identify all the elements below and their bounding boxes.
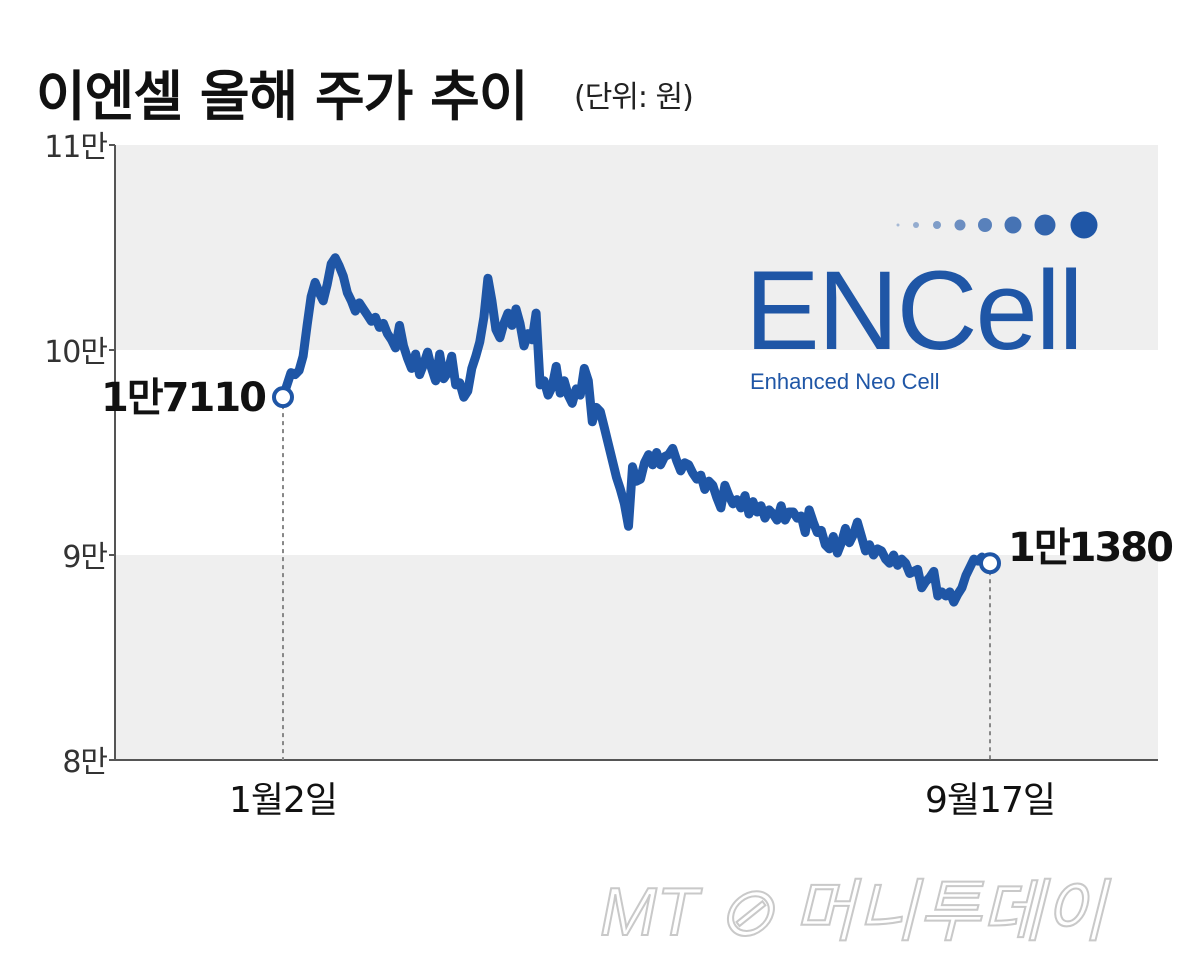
logo-dot [1034, 214, 1056, 236]
logo-dot [913, 222, 919, 228]
y-tick-label: 10만 [44, 335, 107, 370]
logo-dot [978, 218, 992, 232]
logo-dot [933, 221, 941, 229]
band-0 [115, 555, 1158, 760]
logo-tagline: Enhanced Neo Cell [750, 369, 940, 394]
end-markers: 1만7110 1만1380 [101, 375, 1174, 575]
encell-logo: ENCell Enhanced Neo Cell [745, 211, 1098, 394]
end-point [979, 552, 1001, 575]
start-value-label: 1만7110 [101, 375, 265, 421]
y-tick-label: 11만 [44, 130, 107, 165]
unit-label: (단위: 원) [574, 80, 694, 115]
logo-dot [1070, 211, 1098, 239]
watermark: MT ⊘ 머니투데이 [600, 874, 1111, 950]
x-axis: 1월2일 9월17일 [115, 759, 1158, 821]
guide-lines [282, 397, 991, 760]
x-tick-label: 9월17일 [925, 780, 1055, 821]
y-tick-label: 9만 [62, 540, 107, 575]
band-2 [115, 145, 1158, 350]
logo-dots-icon [896, 211, 1098, 239]
chart-title: 이엔셀 올해 주가 추이 [36, 65, 529, 128]
logo-dot [954, 219, 966, 231]
start-point [272, 386, 294, 409]
band-1 [115, 350, 1158, 555]
logo-dot [1004, 216, 1022, 234]
end-value-label: 1만1380 [1008, 525, 1172, 571]
y-tick-label: 8만 [62, 745, 107, 780]
logo-dot [896, 223, 900, 227]
x-tick-label: 1월2일 [229, 780, 337, 821]
y-axis: 8만 9만 10만 11만 [44, 130, 116, 780]
logo-wordmark: ENCell [745, 248, 1082, 373]
background-bands [115, 145, 1158, 760]
series-line [278, 253, 995, 607]
